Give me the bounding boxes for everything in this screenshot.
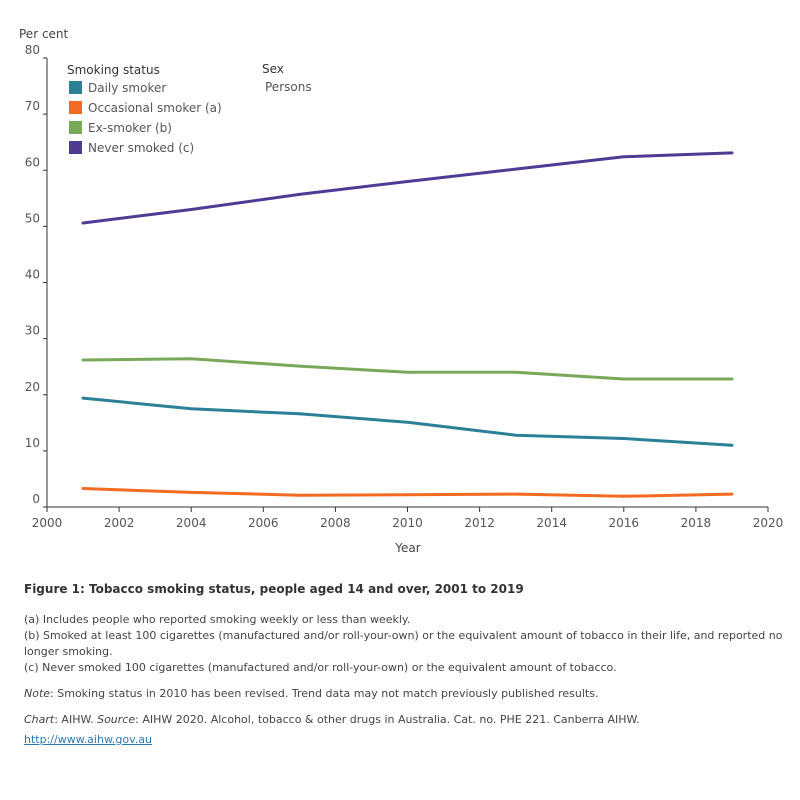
occasional-smoker-point [81,487,85,490]
footnote-a: (a) Includes people who reported smoking… [24,613,411,626]
sex-filter-value[interactable]: Persons [265,80,312,94]
ex-smoker-line [81,357,734,381]
never-smoked-point [189,208,193,211]
ex-smoker-point [406,370,409,374]
source-link[interactable]: http://www.aihw.gov.au [24,733,153,746]
occasional-smoker-point [297,493,301,497]
footnote-c: (c) Never smoked 100 cigarettes (manufac… [24,661,617,674]
occasional-smoker-point [730,492,734,496]
occasional-smoker-point [406,493,409,497]
x-tick-label: 2004 [176,516,207,530]
daily-smoker-point [189,407,193,411]
x-tick-label: 2008 [320,516,351,530]
ex-smoker-point [81,358,85,362]
daily-smoker-point [514,433,518,437]
y-tick-label: 0 [32,492,40,506]
ex-smoker-point [189,357,193,361]
y-tick-label: 80 [25,43,40,57]
ex-smoker-point [730,377,734,381]
chart-credit-label: Chart [24,713,55,726]
y-axis-title: Per cent [19,27,69,41]
y-tick-label: 10 [25,436,40,450]
daily-smoker-point [406,420,409,424]
never-smoked-point [622,155,626,159]
x-tick-label: 2006 [248,516,279,530]
x-axis-title: Year [394,541,420,555]
y-tick-label: 70 [25,99,40,113]
legend-title: Smoking status [67,63,160,77]
never-smoked-point [406,180,409,183]
ex-smoker-point [297,364,301,368]
never-smoked-point [514,167,518,171]
x-tick-label: 2010 [392,516,423,530]
note-label: Note [24,687,51,700]
legend-swatch-ex-smoker [69,121,82,134]
legend: Smoking status Daily smoker Occasional sm… [67,63,222,155]
never-smoked-point [81,221,85,225]
occasional-smoker-point [189,491,193,494]
source-text: : AIHW 2020. Alcohol, tobacco & other dr… [135,713,640,726]
legend-swatch-daily-smoker [69,81,82,94]
sex-filter[interactable]: Sex Persons [262,62,312,94]
figure-title: Figure 1: Tobacco smoking status, people… [24,582,524,596]
x-tick-label: 2018 [681,516,712,530]
daily-smoker-point [81,396,85,400]
daily-smoker-point [297,412,301,416]
chart-credit-text: : AIHW. [54,713,98,726]
occasional-smoker-point [622,494,626,498]
x-tick-label: 2000 [32,516,63,530]
source-line: Chart: AIHW. Source: AIHW 2020. Alcohol,… [24,712,784,728]
note-line: Note: Smoking status in 2010 has been re… [24,686,784,702]
x-tick-label: 2012 [464,516,495,530]
note-text: : Smoking status in 2010 has been revise… [50,687,599,700]
y-tick-label: 20 [25,380,40,394]
axes: 0 10 20 30 40 50 60 70 80 2000 2002 2004 2006 2008 201… [25,43,784,530]
source-label: Source [97,713,136,726]
legend-swatch-never-smoked [69,141,82,154]
line-chart: Per cent Year 0 10 20 30 40 50 60 70 80 2000 2002 2… [19,27,784,555]
y-tick-label: 40 [25,268,40,282]
sex-filter-title: Sex [262,62,284,76]
never-smoked-point [730,151,734,155]
daily-smoker-point [622,437,626,440]
legend-label-occasional-smoker: Occasional smoker (a) [88,101,222,115]
ex-smoker-point [622,377,626,381]
legend-swatch-occasional-smoker [69,101,82,114]
ex-smoker-point [514,370,518,374]
never-smoked-line [81,151,734,225]
never-smoked-point [297,192,301,196]
x-tick-label: 2014 [536,516,567,530]
legend-label-ex-smoker: Ex-smoker (b) [88,121,172,135]
legend-label-daily-smoker: Daily smoker [88,81,166,95]
y-tick-label: 30 [25,324,40,338]
occasional-smoker-point [514,492,518,496]
x-tick-label: 2020 [753,516,784,530]
legend-label-never-smoked: Never smoked (c) [88,141,194,155]
x-tick-label: 2016 [609,516,640,530]
x-tick-label: 2002 [104,516,135,530]
footnote-b: (b) Smoked at least 100 cigarettes (manu… [24,629,783,658]
y-tick-label: 60 [25,155,40,169]
daily-smoker-point [730,443,734,447]
figure-notes: Figure 1: Tobacco smoking status, people… [24,582,784,748]
series-lines [81,151,734,498]
y-tick-label: 50 [25,211,40,225]
